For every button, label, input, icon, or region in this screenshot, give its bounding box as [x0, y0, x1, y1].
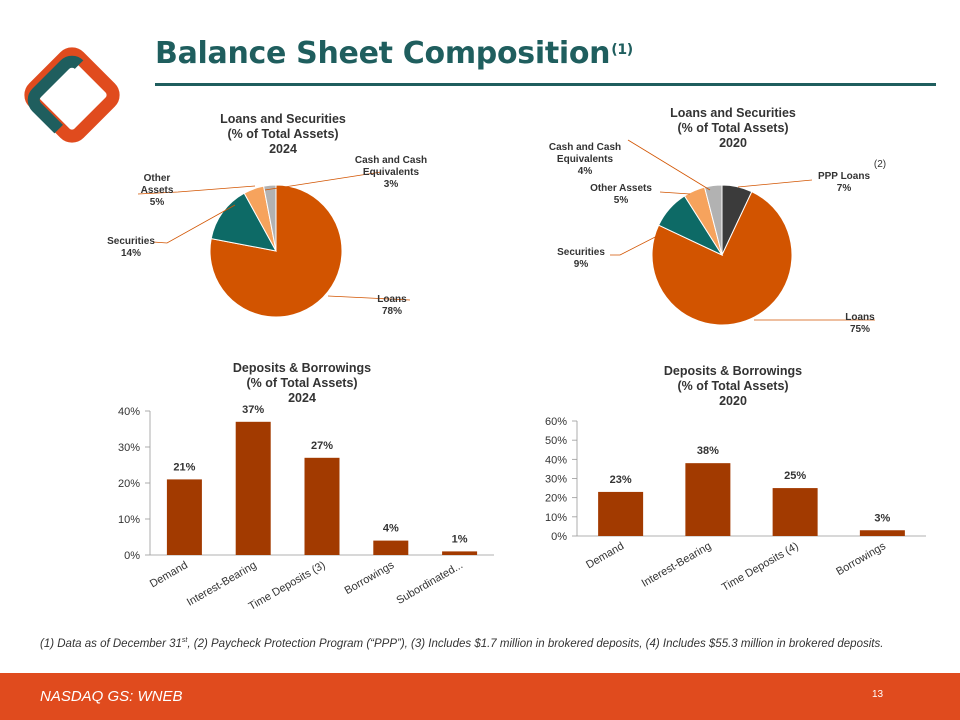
bar2024-ytick-label: 0%	[124, 550, 140, 562]
page-title-note: (1)	[611, 42, 633, 58]
pie2024-value-securities: 14%	[121, 248, 141, 259]
logo-teal-diamond	[27, 55, 117, 145]
bar2024-title-line: 2024	[288, 391, 316, 405]
bar2024-ytick-label: 10%	[118, 514, 140, 526]
bar2020-ytick-label: 60%	[545, 416, 567, 428]
bar2020-ytick-label: 20%	[545, 493, 567, 505]
bar2024-ytick-label: 30%	[118, 442, 140, 454]
pie2020-label-securities: Securities	[557, 247, 605, 258]
bar2024-data-label-0: 21%	[173, 461, 195, 473]
pie2020-leader-other_assets	[659, 191, 691, 195]
pie2024-label-securities: Securities	[107, 236, 155, 247]
footer-bar: NASDAQ GS: WNEB 13	[0, 673, 960, 720]
page-title: Balance Sheet Composition(1)	[155, 36, 633, 71]
bar2020-data-label-3: 3%	[874, 512, 890, 524]
pie2020-value-securities: 9%	[574, 259, 589, 270]
pie2020-label-cash: Cash and Cash	[549, 142, 621, 153]
bar2020-ytick-label: 40%	[545, 454, 567, 466]
page-number: 13	[872, 689, 884, 700]
title-underline	[155, 83, 936, 86]
bar2020-category-label-3: Borrowings	[834, 540, 888, 578]
bar2020-category-label-2: Time Deposits (4)	[720, 540, 801, 594]
bar2024-bar-4	[442, 551, 478, 555]
pie2020-slice-loans	[651, 190, 793, 326]
pie2024-title-line: Loans and Securities	[220, 112, 346, 126]
pie2020-title-line: 2020	[719, 136, 747, 150]
pie2020-value-other_assets: 5%	[614, 195, 629, 206]
bar2024-data-label-1: 37%	[242, 404, 264, 416]
footnote-part1: (1) Data as of December 31	[40, 637, 182, 650]
pie2020-label-other_assets: Other Assets	[590, 183, 652, 194]
pie2024-title-line: (% of Total Assets)	[227, 127, 338, 141]
page-title-text: Balance Sheet Composition	[155, 36, 611, 71]
pie2020-slice-cash	[703, 184, 723, 256]
pie2020-label-loans: Loans	[845, 312, 875, 323]
pie2024-value-other_assets: 5%	[150, 197, 165, 208]
bar2020-title-line: (% of Total Assets)	[677, 379, 788, 393]
pie2024-label-loans: Loans	[377, 294, 407, 305]
pie2020-value-cash: 4%	[578, 166, 593, 177]
pie2024-title-line: 2024	[269, 142, 297, 156]
pie2024-leader-cash	[264, 171, 382, 191]
pie2020-title-line: (% of Total Assets)	[677, 121, 788, 135]
pie2020-title-line: Loans and Securities	[670, 106, 796, 120]
bar2020-bar-0	[598, 491, 644, 536]
bar2020-title-line: Deposits & Borrowings	[664, 364, 802, 378]
pie2024-label-cash: Cash and Cash	[355, 155, 427, 166]
bar2020-data-label-1: 38%	[697, 445, 719, 457]
bar2020-ytick-label: 50%	[545, 435, 567, 447]
pie2020-leader-ppp	[737, 179, 813, 188]
footnote-sup: st	[181, 637, 188, 644]
bar2020-ytick-label: 30%	[545, 474, 567, 486]
pie2024-leader-other_assets	[137, 185, 256, 195]
pie2024-leader-securities	[152, 204, 236, 244]
bar2024-title-line: (% of Total Assets)	[246, 376, 357, 390]
bar2024-bar-3	[373, 540, 409, 555]
bar2020-bar-1	[685, 463, 731, 536]
bar2024-ytick-label: 20%	[118, 478, 140, 490]
pie2024-label-other_assets: Assets	[141, 185, 174, 196]
bar2020-category-label-1: Interest-Bearing	[640, 540, 714, 590]
pie2024-slice-loans	[209, 184, 343, 318]
pie2020-leader-cash	[627, 139, 711, 191]
bar2024-data-label-3: 4%	[383, 523, 399, 535]
bar2020-bar-2	[772, 488, 818, 536]
pie2024-leader-loans	[327, 295, 411, 301]
bar2020-ytick-label: 10%	[545, 512, 567, 524]
bar2024-data-label-2: 27%	[311, 440, 333, 452]
bar2024-data-label-4: 1%	[452, 533, 468, 545]
bar2020-data-label-2: 25%	[784, 470, 806, 482]
pie2024-value-loans: 78%	[382, 306, 402, 317]
pie2020-leader-securities	[610, 231, 666, 256]
footnote-part2: , (2) Paycheck Protection Program (“PPP”…	[187, 637, 884, 650]
bar2020-ytick-label: 0%	[551, 531, 567, 543]
bar2024-title-line: Deposits & Borrowings	[233, 361, 371, 375]
pie2024-label-cash: Equivalents	[363, 167, 420, 178]
bar2024-ytick-label: 40%	[118, 406, 140, 418]
company-logo	[24, 47, 120, 145]
pie2020-label-ppp: PPP Loans	[818, 171, 870, 182]
pie2024-label-other_assets: Other	[144, 173, 171, 184]
footnote: (1) Data as of December 31st, (2) Payche…	[40, 633, 910, 652]
bar2024-bar-2	[304, 457, 340, 555]
pie2020-note-ppp: (2)	[874, 159, 886, 170]
bar2020-bar-3	[859, 530, 905, 536]
pie2020-label-cash: Equivalents	[557, 154, 614, 165]
bar2020-data-label-0: 23%	[610, 474, 632, 486]
pie2024-value-cash: 3%	[384, 179, 399, 190]
bar2024-bar-0	[166, 479, 202, 555]
bar2020-title-line: 2020	[719, 394, 747, 408]
bar2024-bar-1	[235, 421, 271, 555]
ticker-label: NASDAQ GS: WNEB	[40, 688, 183, 705]
pie2020-value-loans: 75%	[850, 324, 870, 335]
pie2020-value-ppp: 7%	[837, 183, 852, 194]
bar2020-category-label-0: Demand	[584, 540, 626, 571]
pie2024-slice-cash	[263, 184, 277, 252]
